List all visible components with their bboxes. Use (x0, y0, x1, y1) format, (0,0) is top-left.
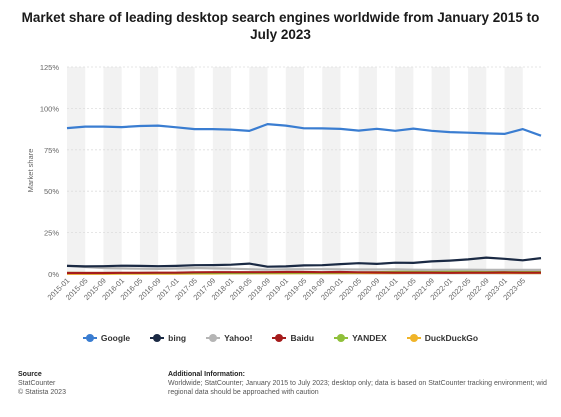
background-band (67, 67, 86, 274)
legend-item[interactable]: Yahoo! (206, 333, 252, 343)
copyright-line: © Statista 2023 (18, 389, 66, 396)
legend-item[interactable]: Google (82, 333, 131, 343)
y-tick-label: 125% (40, 63, 60, 72)
background-band (176, 67, 195, 274)
background-band (322, 67, 341, 274)
legend-item[interactable]: YANDEX (334, 333, 387, 343)
legend-label: bing (168, 333, 187, 343)
y-tick-label: 0% (48, 270, 59, 279)
background-band (504, 67, 523, 274)
series-line-baidu (67, 270, 541, 275)
additional-info-block: Additional Information: Worldwide; StatC… (168, 370, 561, 397)
y-axis-label: Market share (26, 149, 35, 193)
background-band (139, 67, 159, 274)
legend-swatch-icon (406, 334, 421, 342)
legend-label: DuckDuckGo (424, 333, 479, 343)
legend-item[interactable]: DuckDuckGo (406, 333, 479, 343)
legend-item[interactable]: bing (150, 333, 186, 343)
background-bands (67, 67, 523, 274)
background-band (431, 67, 450, 274)
legend-label: Yahoo! (224, 333, 253, 343)
x-axis-ticks: 2015-012015-052015-092016-012016-052016-… (46, 276, 528, 302)
legend-swatch-icon (272, 334, 287, 342)
legend-swatch-icon (150, 334, 165, 342)
source-block: Source StatCounter © Statista 2023 (18, 370, 158, 397)
series-line-yahoo (66, 264, 541, 271)
legend-swatch-icon (206, 334, 221, 342)
background-band (212, 67, 232, 274)
legend-label: YANDEX (352, 333, 387, 343)
legend-label: Baidu (290, 333, 315, 343)
legend: Google bing Yahoo! Baidu YANDEX DuckDuckGo (0, 333, 561, 343)
background-band (249, 67, 268, 274)
y-tick-label: 100% (40, 104, 60, 113)
background-band (103, 67, 122, 274)
legend-item[interactable]: Baidu (272, 333, 314, 343)
line-chart: 0% 25% 50% 75% 100% 125% Market share 2015-01… (26, 63, 542, 302)
chart-title: Market share of leading desktop search e… (21, 10, 540, 42)
additional-info-heading: Additional Information: (168, 371, 245, 378)
series-line-google (66, 122, 542, 137)
y-tick-label: 50% (44, 187, 59, 196)
legend-swatch-icon (82, 334, 97, 342)
background-band (285, 67, 304, 274)
y-axis-ticks: 0% 25% 50% 75% 100% 125% (40, 63, 60, 279)
background-band (468, 67, 487, 274)
additional-info-line: Worldwide; StatCounter; January 2015 to … (168, 380, 547, 387)
series-lines (66, 122, 542, 275)
legend-label: Google (100, 333, 131, 343)
y-tick-label: 75% (44, 146, 59, 155)
legend-swatch-icon (334, 334, 349, 342)
background-band (395, 67, 414, 274)
source-heading: Source (18, 371, 42, 378)
y-tick-label: 25% (44, 229, 59, 238)
source-line: StatCounter (18, 380, 56, 387)
series-line-bing (66, 256, 542, 268)
additional-info-line: regional data should be approached with … (168, 389, 319, 396)
background-band (358, 67, 377, 274)
